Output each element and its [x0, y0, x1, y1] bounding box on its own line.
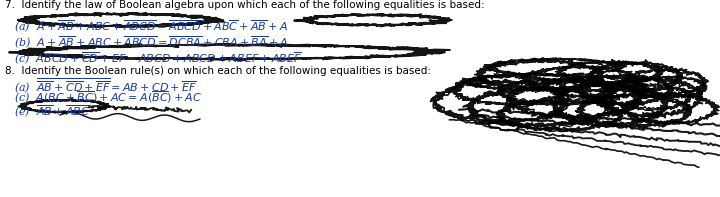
Text: (a)  $A + \overline{AB} + ABC + \overline{ABCD} = \overline{ABCD} + AB\overline{: (a) $A + \overline{AB} + ABC + \overline…	[14, 19, 288, 35]
Text: (c)  $A(BC + \overline{BC}) + AC = A(\overline{BC}) + AC$: (c) $A(BC + \overline{BC}) + AC = A(\ove…	[14, 90, 202, 106]
Text: 7.  Identify the law of Boolean algebra upon which each of the following equalit: 7. Identify the law of Boolean algebra u…	[5, 0, 485, 10]
Text: (c)  $ABCD + \overline{CD} + EF = ABCD + ABCD + ABEF + ABE\overline{F}$: (c) $ABCD + \overline{CD} + EF = ABCD + …	[14, 51, 302, 67]
Text: 8.  Identify the Boolean rule(s) on which each of the following equalities is ba: 8. Identify the Boolean rule(s) on which…	[5, 66, 431, 76]
Text: (b)  $A + \overline{AB} + ABC + \overline{ABCD} = \overline{DCBA} + CBA + \overl: (b) $A + \overline{AB} + ABC + \overline…	[14, 35, 289, 51]
Text: (a)  $\overline{\overline{AB} + \overline{CD} + \overline{EF}} = AB + CD + \over: (a) $\overline{\overline{AB} + \overline…	[14, 76, 197, 95]
Text: (e)  $\overline{AB} + \overline{ABC}$: (e) $\overline{AB} + \overline{ABC}$	[14, 104, 90, 120]
